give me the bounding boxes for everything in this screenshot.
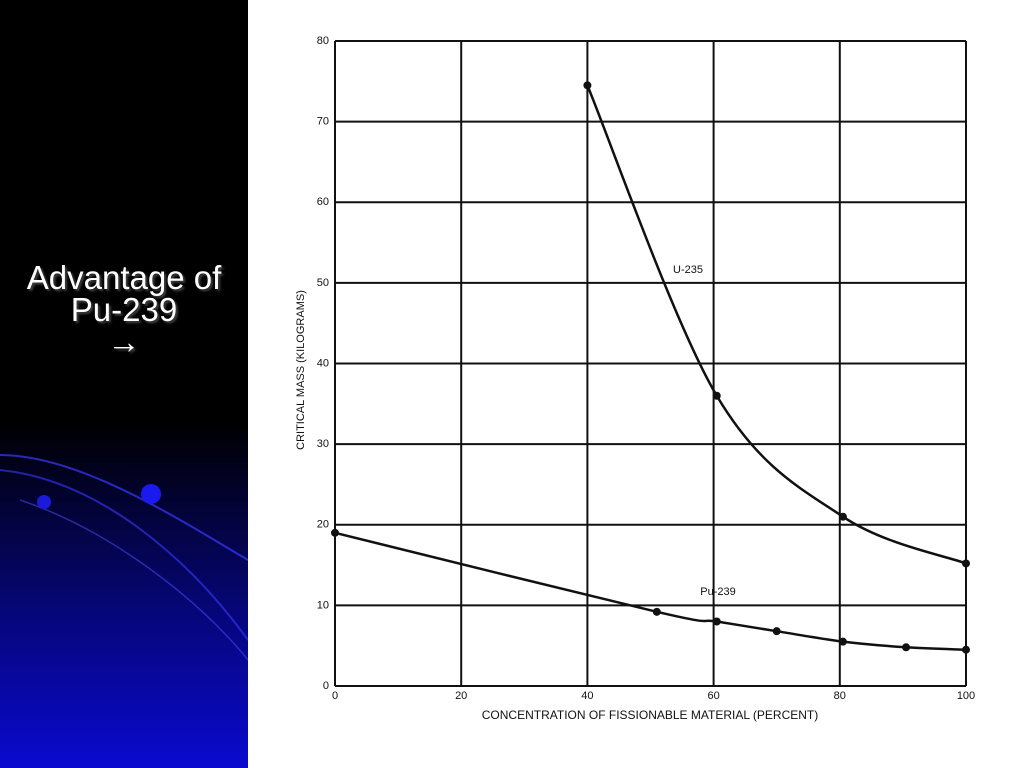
data-point — [902, 643, 911, 652]
chart: CONCENTRATION OF FISSIONABLE MATERIAL (P… — [295, 35, 975, 722]
x-tick-label: 40 — [581, 690, 593, 702]
data-point — [712, 391, 721, 400]
title-text: Advantage of Pu-239 — [26, 259, 222, 328]
x-tick-label: 80 — [834, 690, 846, 702]
x-axis-title: CONCENTRATION OF FISSIONABLE MATERIAL (P… — [482, 708, 818, 722]
series-line — [334, 531, 967, 651]
x-tick-label: 0 — [332, 690, 338, 702]
data-point — [838, 512, 847, 521]
y-tick-label: 50 — [317, 277, 329, 289]
y-tick-label: 40 — [317, 357, 329, 369]
data-point — [962, 559, 970, 568]
y-tick-label: 70 — [317, 116, 329, 128]
x-tick-label: 20 — [455, 690, 467, 702]
slide-title: Advantage of Pu-239 → — [14, 259, 234, 360]
data-point — [331, 528, 339, 537]
data-point — [712, 617, 721, 626]
y-tick-label: 10 — [317, 599, 329, 611]
x-tick-label: 100 — [957, 690, 975, 702]
x-tick-label: 60 — [707, 690, 719, 702]
data-point — [583, 81, 592, 90]
series-label: Pu-239 — [700, 586, 735, 598]
series-label: U-235 — [673, 264, 703, 276]
side-panel: Advantage of Pu-239 → — [0, 0, 248, 768]
y-tick-label: 60 — [317, 196, 329, 208]
title-arrow: → — [107, 323, 141, 360]
data-point — [962, 645, 970, 654]
y-axis-title: CRITICAL MASS (KILOGRAMS) — [295, 290, 307, 450]
series-line — [586, 84, 967, 565]
y-tick-label: 80 — [317, 35, 329, 47]
data-point — [838, 637, 847, 646]
data-point — [772, 627, 781, 636]
y-tick-label: 0 — [323, 680, 329, 692]
y-tick-label: 20 — [317, 519, 329, 531]
decoration — [0, 454, 248, 661]
y-tick-label: 30 — [317, 438, 329, 450]
data-point — [652, 607, 661, 616]
